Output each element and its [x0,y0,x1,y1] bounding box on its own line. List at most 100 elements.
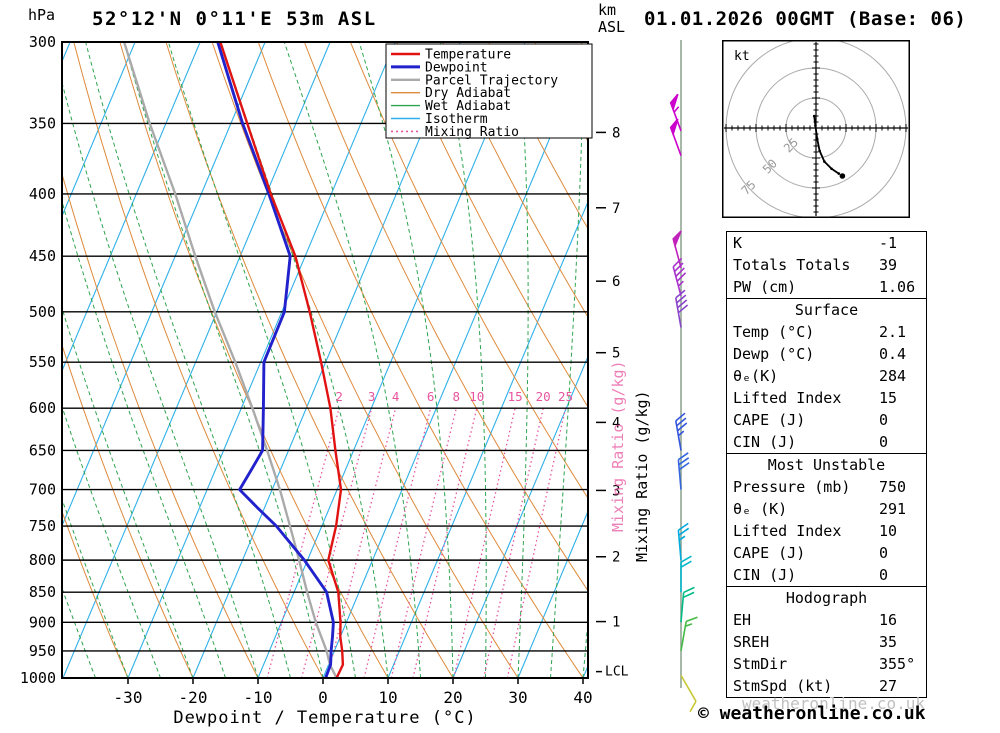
hodo-trace-point [812,114,816,118]
barb-full [677,422,688,432]
mixing-ratio-value-label: 4 [392,389,400,404]
wet-adiabat-line [62,586,96,678]
pressure-tick-label: 600 [29,399,56,417]
table-row-value: 0 [879,544,889,562]
temp-tick-label: 20 [443,688,462,707]
table-row: StmSpd (kt) 27 [727,675,926,697]
table-row-value: 15 [879,389,898,407]
wet-adiabat-line [648,42,730,678]
km-axis: 1 2 3 4 5 6 7 8 LCL [596,125,629,680]
mixing-ratio-line [453,408,516,678]
table-row-label: Temp (°C) [733,323,815,341]
table-row: Lifted Index 10 [727,520,926,542]
wind-barb [669,118,682,156]
isotherm-line [322,45,588,678]
barb-half [677,280,684,287]
hodo-border [722,40,910,218]
temp-tick-label: -30 [114,688,143,707]
mixing-ratio-value-label: 25 [558,389,573,404]
temp-tick-label: 30 [508,688,527,707]
table-row: Temp (°C) 2.1 [727,321,926,343]
table-row-value: 35 [879,633,898,651]
pressure-tick-label: 850 [29,583,56,601]
mixing-ratio-value-label: 10 [469,389,484,404]
table-row-value: 0.4 [879,345,907,363]
table-row-label: Lifted Index [733,522,842,540]
pressure-grid-layer [62,42,588,678]
hodo-trace-point [823,160,826,163]
wet-adiabat-line [85,42,291,678]
temp-tick-label: 0 [318,688,328,707]
isotherm-line [62,42,331,678]
mixing-ratio-layer [266,408,567,678]
table-row-label: Totals Totals [733,256,851,274]
table-row-label: K [733,234,743,252]
table-row-label: CAPE (J) [733,544,806,562]
table-row-value: 355° [879,655,916,673]
table-row-label: EH [733,611,752,629]
legend-box [385,43,593,139]
hodo-storm-dot [839,173,846,179]
wind-barb [677,522,690,561]
wind-barb-column [669,40,698,713]
hodo-trace-point [815,137,819,141]
isotherm-line [62,42,136,218]
table-row-label: CIN (J) [733,433,797,451]
table-row-label: PW (cm) [733,278,797,296]
barb-full [683,586,695,594]
mixing-ratio-value-label: 2 [335,389,343,404]
table-row: CIN (J) 0 [727,431,926,453]
km-tick-label: 2 [612,550,620,566]
km-tick-label: 5 [612,346,620,362]
barb-half [673,106,680,113]
barb-full [676,272,687,282]
barb-half [678,535,686,541]
table-row-label: CIN (J) [733,566,797,584]
wind-barb [680,674,697,713]
wind-barb [680,586,695,623]
table-row: CIN (J) 0 [727,564,926,586]
barb-full [676,417,687,427]
wind-barb [675,412,688,451]
dry-adiabat-line [62,510,129,678]
mixing-ratio-value-label: 6 [427,389,435,404]
pressure-tick-label: 800 [29,551,56,569]
temp-tick-label: 10 [378,688,397,707]
table-section: K -1 Totals Totals 39 PW (cm) 1.06 [727,232,926,298]
table-row-label: StmDir [733,655,788,673]
barb-full [678,462,690,471]
temp-tick-label: -10 [244,688,273,707]
km-tick-label: 7 [612,201,620,217]
wet-adiabat-line [62,405,161,678]
barb-full [677,452,689,461]
legend-label: Isotherm [425,112,488,127]
wet-adiabat-line [283,42,421,678]
mixing-ratio-axis-label-pink: Mixing Ratio (g/kg) [609,360,627,532]
wind-barb [669,93,682,132]
table-row-label: Dewp (°C) [733,345,815,363]
legend-label: Dry Adiabat [425,86,511,101]
pressure-tick-label: 700 [29,481,56,499]
hodo-trace-point [818,149,821,153]
table-section-header: Hodograph [785,589,868,607]
isotherm-line [62,42,266,528]
table-row-label: θₑ(K) [733,367,779,385]
table-section-header: Surface [794,301,859,319]
plot-border [61,41,589,679]
table-row: K -1 [727,232,926,254]
isotherm-line [0,42,5,678]
wind-barb [675,289,689,328]
barb-full [689,700,697,713]
barb-full [678,457,690,466]
wind-barb [672,230,682,269]
barb-staff [677,459,682,490]
dry-adiabat-line [396,42,588,409]
lcl-label: LCL [605,665,629,680]
legend-label: Temperature [425,48,511,63]
pressure-tick-label: 300 [29,33,56,51]
watermark-text: weatheronline.co.uk [742,694,926,713]
table-row: Lifted Index 15 [727,387,926,409]
run-datetime: 01.01.2026 00GMT (Base: 06) [644,8,967,30]
barb-full [677,522,689,531]
isotherm-line [387,200,588,678]
